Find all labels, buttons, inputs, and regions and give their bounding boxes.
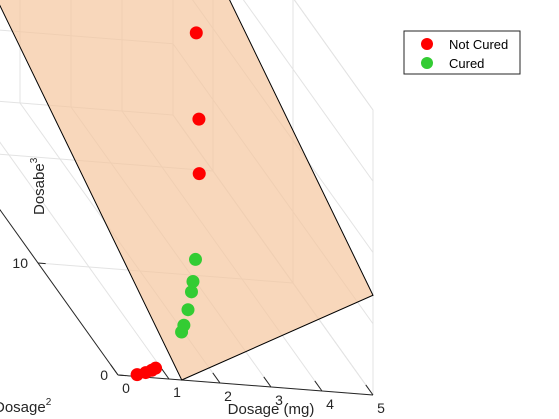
legend[interactable]: Not Cured Cured bbox=[403, 30, 521, 75]
data-points-layer bbox=[130, 26, 206, 382]
x-tick-label: 2 bbox=[224, 388, 232, 404]
z-axis-label-text: Dosabe bbox=[31, 163, 48, 215]
cured-point bbox=[184, 285, 198, 299]
decision-plane-layer bbox=[0, 0, 374, 381]
y-tick-mark bbox=[37, 262, 46, 265]
cured-point bbox=[181, 303, 195, 317]
legend-marker-cured bbox=[421, 57, 433, 69]
y-tick-label: 10 bbox=[12, 255, 28, 271]
not-cured-point bbox=[192, 167, 206, 181]
x-tick-label: 5 bbox=[377, 400, 385, 416]
legend-label-cured: Cured bbox=[449, 56, 484, 71]
x-tick-label: 0 bbox=[122, 380, 130, 396]
decision-plane bbox=[0, 0, 374, 381]
y-axis-label: Dosage2 bbox=[0, 397, 52, 416]
x-tick-mark bbox=[365, 384, 374, 396]
box-edge-side-top bbox=[293, 0, 374, 111]
grid-line-floor-x bbox=[0, 141, 170, 380]
cured-point bbox=[177, 318, 191, 332]
x-axis-label: Dosage (mg) bbox=[228, 401, 315, 418]
x-tick-mark bbox=[263, 376, 272, 388]
x-tick-label: 3 bbox=[275, 392, 283, 408]
tick-labels: 01234501020020406080 bbox=[12, 255, 385, 416]
x-tick-mark bbox=[110, 364, 119, 376]
not-cured-point bbox=[149, 361, 163, 375]
axes bbox=[0, 208, 374, 396]
cured-point bbox=[189, 252, 202, 266]
y-tick-label: 0 bbox=[100, 367, 108, 383]
y-axis-label-superscript: 2 bbox=[46, 397, 52, 408]
z-axis-label-superscript: 3 bbox=[29, 157, 40, 163]
y-axis-label-text: Dosage bbox=[0, 399, 46, 416]
x-tick-label: 4 bbox=[326, 396, 334, 412]
grid-line-side-z bbox=[242, 0, 374, 182]
y-tick-mark bbox=[117, 374, 126, 377]
x-tick-mark bbox=[212, 372, 221, 384]
x-axis-line bbox=[117, 374, 374, 396]
not-cured-point bbox=[189, 26, 203, 40]
x-tick-mark bbox=[161, 368, 170, 380]
not-cured-point bbox=[192, 112, 206, 126]
legend-marker-not-cured bbox=[421, 38, 433, 50]
z-axis-label: Dosabe3 bbox=[29, 157, 48, 215]
y-axis-line bbox=[0, 208, 119, 376]
legend-label-not-cured: Not Cured bbox=[449, 37, 508, 52]
x-tick-label: 1 bbox=[173, 384, 181, 400]
cured-point bbox=[186, 274, 200, 288]
x-tick-mark bbox=[314, 380, 323, 392]
